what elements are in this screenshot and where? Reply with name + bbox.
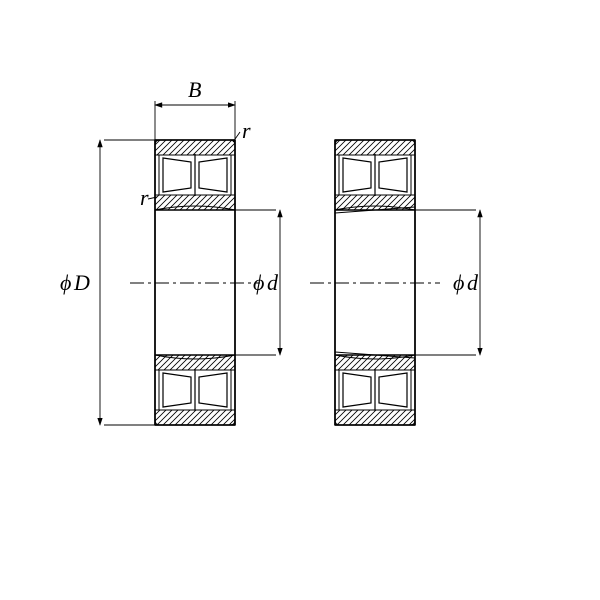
dim-d2-phi: ϕ [453, 270, 464, 295]
label-r-side: r [140, 185, 149, 210]
label-r-top: r [242, 118, 251, 143]
dim-B-label: B [188, 77, 201, 102]
dim-D-label: ϕD [60, 270, 90, 295]
dim-d1-label: d [267, 270, 279, 295]
bearing-diagram: BϕDϕdϕdrr [0, 0, 600, 600]
svg-text:ϕ: ϕ [60, 270, 71, 295]
dim-d1-phi: ϕ [253, 270, 264, 295]
svg-text:D: D [73, 270, 90, 295]
dim-d2-label: d [467, 270, 479, 295]
